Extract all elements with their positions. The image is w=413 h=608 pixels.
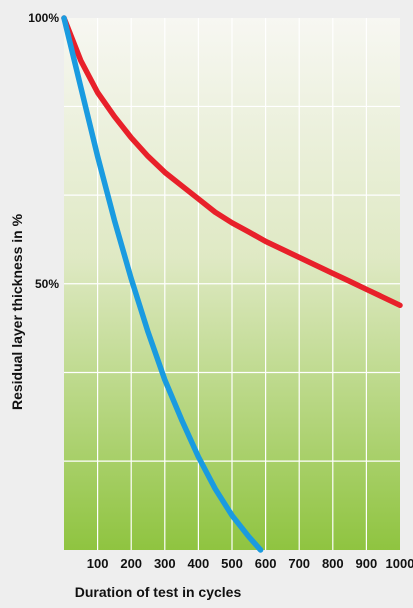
series-line-2 (61, 15, 264, 553)
y-tick-label: 100% (28, 11, 59, 25)
x-tick-labels: 100 200 300 400 500 600 700 800 900 1000 (87, 556, 413, 571)
x-axis-label: Duration of test in cycles (75, 584, 242, 600)
x-tick-label: 600 (255, 556, 277, 571)
y-tick-label: 50% (35, 277, 59, 291)
x-tick-label: 100 (87, 556, 109, 571)
series-line-1 (61, 15, 403, 309)
series-layer (61, 15, 403, 553)
x-tick-label: 800 (322, 556, 344, 571)
x-tick-label: 200 (120, 556, 142, 571)
x-tick-label: 1000 (386, 556, 413, 571)
y-tick-labels: 100% 50% (28, 11, 59, 291)
x-tick-label: 300 (154, 556, 176, 571)
x-tick-label: 700 (288, 556, 310, 571)
y-axis-label: Residual layer thickness in % (9, 213, 25, 410)
x-tick-label: 400 (188, 556, 210, 571)
x-tick-label: 500 (221, 556, 243, 571)
x-tick-label: 900 (356, 556, 378, 571)
